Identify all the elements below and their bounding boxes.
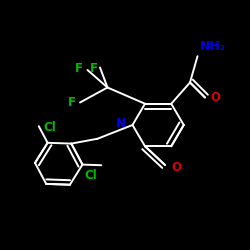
Text: F: F bbox=[90, 62, 98, 76]
Text: O: O bbox=[171, 161, 181, 174]
Text: Cl: Cl bbox=[84, 169, 97, 182]
Text: O: O bbox=[210, 91, 220, 104]
Text: Cl: Cl bbox=[43, 121, 56, 134]
Text: N: N bbox=[116, 117, 126, 130]
Text: NH₂: NH₂ bbox=[200, 40, 226, 52]
Text: F: F bbox=[68, 96, 76, 109]
Text: F: F bbox=[75, 62, 83, 74]
